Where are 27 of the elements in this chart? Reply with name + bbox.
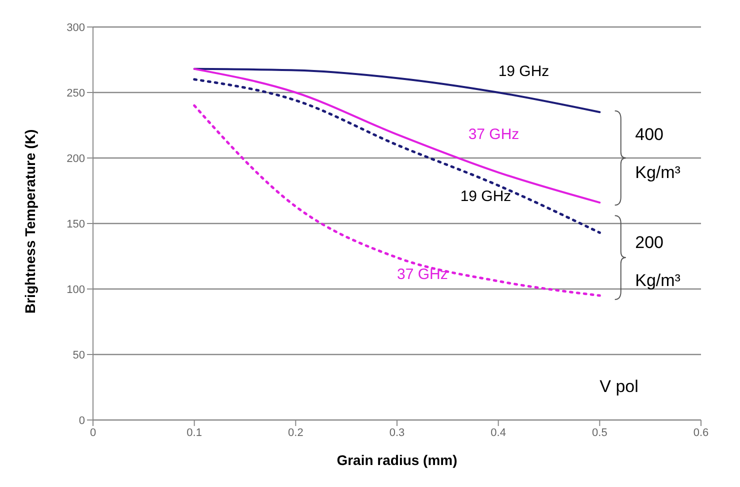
y-tick-label: 200 bbox=[66, 152, 85, 165]
line-series bbox=[193, 68, 601, 204]
series-label: 37 GHz bbox=[397, 266, 448, 283]
y-tick-label: 50 bbox=[72, 349, 85, 362]
series-label: 37 GHz bbox=[468, 126, 520, 144]
x-tick-label: 0.2 bbox=[288, 426, 304, 439]
annotation: 200 Kg/m³ bbox=[635, 232, 680, 292]
y-axis-title: Brightness Temperature (K) bbox=[22, 129, 38, 314]
x-tick-label: 0.6 bbox=[693, 426, 709, 439]
series-label: 19 GHz bbox=[460, 188, 512, 204]
y-tick-label: 100 bbox=[66, 284, 85, 296]
y-tick-label: 250 bbox=[66, 87, 85, 100]
line-series bbox=[193, 104, 601, 297]
y-tick-label: 0 bbox=[78, 414, 85, 427]
x-tick-label: 0.5 bbox=[592, 426, 608, 439]
annotation: V pol bbox=[600, 376, 638, 398]
x-tick-label: 0.4 bbox=[490, 426, 506, 439]
x-tick-label: 0.3 bbox=[389, 426, 405, 439]
y-tick-label: 150 bbox=[66, 218, 85, 230]
x-tick-label: 0 bbox=[90, 426, 96, 439]
line-series bbox=[193, 78, 601, 234]
line-series bbox=[193, 68, 601, 114]
x-axis-title: Grain radius (mm) bbox=[336, 452, 458, 468]
series-label: 19 GHz bbox=[498, 62, 550, 80]
y-tick-label: 300 bbox=[66, 22, 85, 34]
x-tick-label: 0.1 bbox=[186, 426, 202, 439]
annotation: 400 Kg/m³ bbox=[635, 124, 680, 184]
